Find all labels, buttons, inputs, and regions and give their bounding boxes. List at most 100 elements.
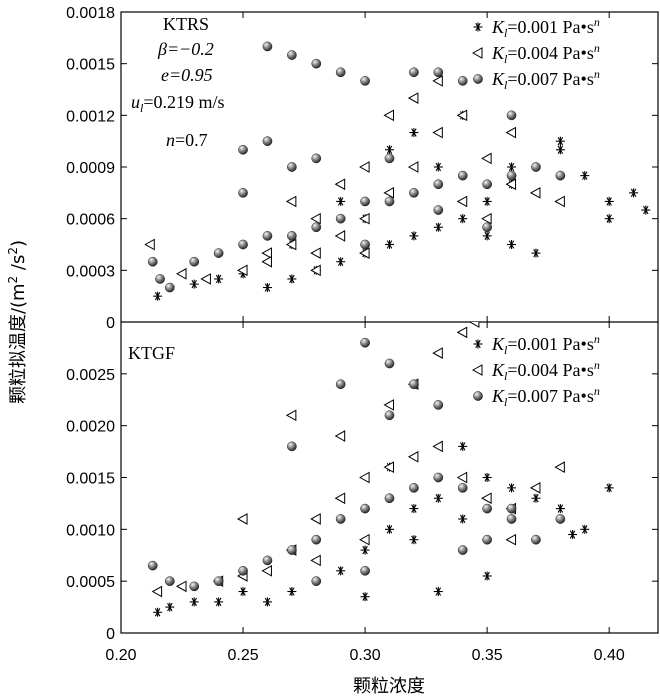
data-point-asterisk <box>409 231 419 241</box>
y-tick-label: 0.0009 <box>66 160 115 177</box>
data-point-asterisk <box>409 128 419 138</box>
data-point-sphere <box>531 162 541 172</box>
legend-item: Kl=0.007 Pa•sn <box>473 384 600 409</box>
data-point-triangle-left <box>456 471 468 484</box>
data-point-triangle-left <box>481 152 492 165</box>
data-point-asterisk <box>153 607 163 617</box>
bottom-panel-points <box>147 322 614 617</box>
y-tick-label: 0.0012 <box>66 108 115 125</box>
data-point-triangle-left <box>481 212 492 225</box>
y-tick-label: 0.0015 <box>66 57 115 74</box>
data-point-asterisk <box>189 279 199 289</box>
data-point-sphere <box>164 282 175 293</box>
data-point-sphere <box>482 534 492 545</box>
data-point-asterisk <box>507 240 517 249</box>
legend-label: Kl=0.004 Pa•sn <box>491 41 600 66</box>
data-point-asterisk <box>385 524 394 534</box>
data-point-triangle-left <box>432 126 443 139</box>
data-point-triangle-left <box>383 461 394 473</box>
y-tick-label: 0.0010 <box>66 522 115 539</box>
data-point-asterisk <box>238 587 248 597</box>
bottom-panel-y-ticks: 0 0.0005 0.0010 0.0015 0.0020 0.0025 <box>66 367 658 643</box>
top-panel-title: KTRS <box>163 14 209 34</box>
data-point-triangle-left <box>529 482 541 494</box>
param-beta: β=−0.2 <box>157 39 214 59</box>
data-point-sphere <box>409 187 419 198</box>
y-tick-label: 0.0005 <box>66 574 115 591</box>
data-point-triangle-left <box>285 409 297 422</box>
data-point-sphere <box>433 400 444 410</box>
legend-label: Kl=0.007 Pa•sn <box>491 67 600 92</box>
data-point-sphere <box>147 560 158 571</box>
data-point-triangle-left <box>285 195 297 208</box>
data-point-triangle-left <box>432 347 443 359</box>
data-point-asterisk <box>214 597 224 607</box>
data-point-sphere <box>433 179 444 190</box>
data-point-sphere <box>457 170 468 181</box>
data-point-triangle-left <box>334 430 346 442</box>
data-point-triangle-left <box>505 533 517 546</box>
data-point-asterisk <box>336 196 346 206</box>
data-point-triangle-left <box>468 322 480 328</box>
y-axis-title: 颗粒拟温度/(m2 /s2) <box>6 240 29 404</box>
data-point-asterisk <box>604 483 614 493</box>
data-point-sphere <box>311 153 322 164</box>
legend-label: Kl=0.007 Pa•sn <box>491 384 600 409</box>
data-point-sphere <box>262 231 273 241</box>
data-point-sphere <box>433 205 444 215</box>
data-point-triangle-left <box>359 471 370 484</box>
data-point-sphere <box>360 196 370 207</box>
data-point-triangle-left <box>285 238 297 251</box>
data-point-asterisk <box>641 205 651 215</box>
legend-label: Kl=0.001 Pa•sn <box>491 15 600 40</box>
data-point-sphere <box>262 555 273 566</box>
data-point-sphere <box>213 576 224 587</box>
data-point-sphere <box>433 472 444 483</box>
data-point-asterisk <box>433 493 443 503</box>
legend-marker-sphere <box>473 391 483 401</box>
data-point-asterisk <box>458 441 468 451</box>
data-point-triangle-left <box>383 186 394 199</box>
data-point-asterisk <box>482 196 492 206</box>
data-point-asterisk <box>580 171 590 181</box>
data-point-triangle-left <box>359 161 370 173</box>
data-point-asterisk <box>482 473 492 482</box>
x-tick-label: 0.40 <box>594 647 625 664</box>
data-point-triangle-left <box>456 109 468 122</box>
data-point-sphere <box>287 545 297 555</box>
legend-item: Kl=0.004 Pa•sn <box>471 358 600 383</box>
data-point-asterisk <box>568 530 578 540</box>
data-point-asterisk <box>604 214 614 224</box>
top-panel-annotations: KTRS β=−0.2 e=0.95 ul=0.219 m/s n=0.7 <box>131 14 225 150</box>
data-point-sphere <box>311 534 322 545</box>
data-point-asterisk <box>433 162 443 172</box>
data-point-sphere <box>482 503 492 514</box>
data-point-asterisk <box>555 504 565 514</box>
y-tick-label: 0.0025 <box>66 367 115 384</box>
data-point-asterisk <box>336 257 346 267</box>
data-point-asterisk <box>482 571 492 581</box>
param-e: e=0.95 <box>161 65 213 85</box>
data-point-sphere <box>311 222 322 233</box>
data-point-sphere <box>287 50 297 60</box>
param-u: ul=0.219 m/s <box>131 92 225 115</box>
data-point-asterisk <box>482 231 492 241</box>
data-point-sphere <box>360 239 370 250</box>
legend-marker-triangle-left <box>471 364 483 376</box>
data-point-sphere <box>287 162 297 172</box>
data-point-triangle-left <box>175 580 187 593</box>
data-point-asterisk <box>458 214 468 224</box>
legend-marker-asterisk <box>473 22 483 32</box>
x-tick-label: 0.20 <box>105 647 136 664</box>
data-point-sphere <box>335 379 346 390</box>
data-point-asterisk <box>507 162 517 172</box>
bottom-panel-title: KTGF <box>128 343 175 363</box>
data-point-asterisk <box>360 545 370 555</box>
data-point-sphere <box>555 514 566 524</box>
data-point-sphere <box>238 565 248 576</box>
data-point-asterisk <box>409 535 419 545</box>
data-point-sphere <box>384 358 395 369</box>
